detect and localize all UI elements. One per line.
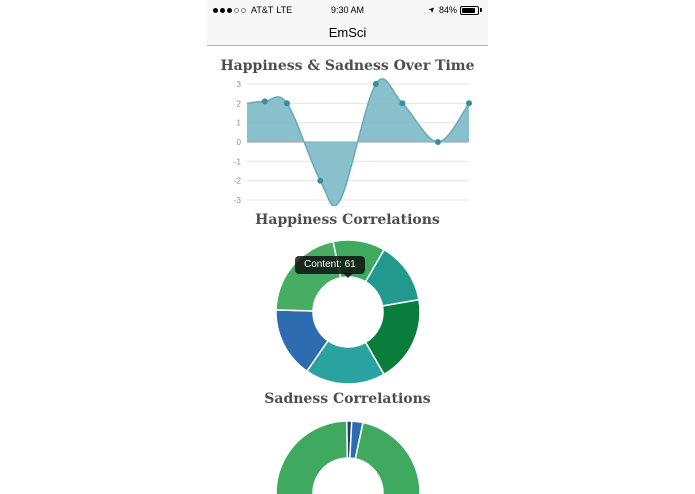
tooltip-text: Content: 61 (304, 259, 356, 270)
svg-text:-3: -3 (233, 196, 241, 205)
battery-percent-label: 84% (438, 5, 457, 15)
sadness-chart-title: Sadness Correlations (264, 391, 431, 407)
signal-dot-filled (213, 7, 218, 13)
status-bar-right: 84% (364, 5, 482, 15)
chart-tooltip: Content: 61 (295, 256, 365, 278)
svg-text:2: 2 (236, 99, 241, 108)
nav-bar: EmSci (207, 20, 488, 46)
signal-dot-filled (227, 7, 232, 13)
line-chart-title: Happiness & Sadness Over Time (220, 58, 475, 74)
mood-area-chart[interactable]: 3 2 1 0 -1 -2 -3 (223, 78, 473, 206)
svg-text:1: 1 (236, 119, 241, 128)
status-time: 9:30 AM (330, 5, 365, 15)
signal-strength-icon (213, 7, 246, 13)
app-title: EmSci (328, 25, 367, 40)
status-bar: AT&T LTE 9:30 AM 84% (207, 0, 488, 20)
sadness-donut-chart[interactable] (273, 418, 423, 494)
svg-text:-1: -1 (233, 157, 241, 166)
battery-fill (462, 7, 475, 13)
svg-text:-2: -2 (233, 177, 241, 186)
battery-nub-icon (480, 8, 482, 12)
signal-dot-empty (234, 7, 239, 13)
happiness-chart-title: Happiness Correlations (255, 212, 440, 228)
location-services-icon (427, 5, 437, 15)
svg-text:3: 3 (236, 80, 241, 89)
network-label: LTE (276, 5, 293, 15)
signal-dot-filled (220, 7, 225, 13)
tooltip-caret-icon (342, 273, 353, 278)
svg-text:0: 0 (236, 138, 241, 147)
battery-icon (460, 5, 479, 15)
status-bar-left: AT&T LTE (213, 5, 331, 15)
signal-dot-empty (241, 7, 246, 13)
carrier-label: AT&T (251, 5, 274, 15)
phone-screen: AT&T LTE 9:30 AM 84% EmSci Happiness & S… (207, 0, 488, 494)
